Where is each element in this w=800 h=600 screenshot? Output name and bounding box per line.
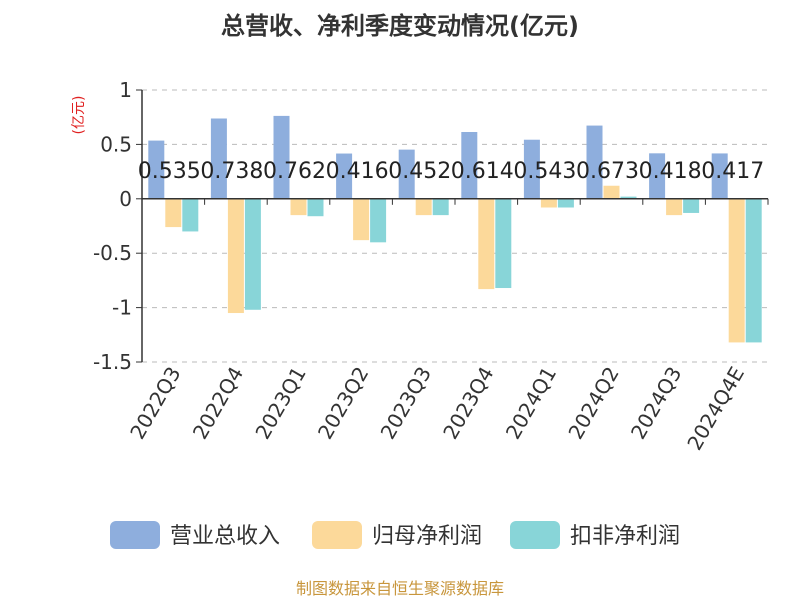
bar <box>307 198 324 217</box>
legend-label: 营业总收入 <box>170 524 280 549</box>
bar <box>586 125 603 199</box>
data-label: 0.543 <box>513 159 576 184</box>
data-label: 0.762 <box>263 159 326 184</box>
x-tick-label: 2024Q4E <box>682 363 749 455</box>
y-tick-label: 0.5 <box>100 132 132 156</box>
bar <box>745 198 762 343</box>
bar <box>353 198 370 241</box>
bar <box>210 118 227 199</box>
y-tick-label: 1 <box>119 78 132 102</box>
bar <box>711 153 728 199</box>
bar <box>461 131 478 199</box>
x-axis: 2022Q3 2022Q4 2023Q1 2023Q2 2023Q3 2023Q4 2024… <box>125 198 769 455</box>
legend: 营业总收入 归母净利润 扣非净利润 <box>110 521 680 549</box>
y-tick-label: -1.5 <box>93 350 132 374</box>
bar <box>398 149 415 199</box>
legend-swatch <box>510 521 560 549</box>
x-tick-label: 2023Q3 <box>376 363 436 444</box>
bar <box>557 198 574 208</box>
x-tick-label: 2023Q4 <box>438 363 498 444</box>
x-tick-label: 2024Q3 <box>626 363 686 444</box>
bar <box>523 139 540 199</box>
x-tick-label: 2023Q2 <box>313 363 373 444</box>
bar <box>432 198 449 216</box>
y-tick-label: -0.5 <box>93 241 132 265</box>
legend-label: 归母净利润 <box>372 524 482 549</box>
bar <box>165 198 182 228</box>
legend-label: 扣非净利润 <box>570 524 680 549</box>
bar <box>227 198 244 314</box>
bar <box>370 198 387 243</box>
bar <box>182 198 199 232</box>
y-tick-label: 0 <box>119 187 132 211</box>
x-tick-label: 2024Q1 <box>501 363 561 444</box>
data-label: 0.614 <box>451 159 514 184</box>
bar <box>620 196 637 199</box>
bar <box>336 153 353 199</box>
source-note: 制图数据来自恒生聚源数据库 <box>296 579 504 598</box>
y-axis: 1 0.5 0 -0.5 -1 -1.5 <box>93 78 143 374</box>
bar <box>728 198 745 343</box>
legend-swatch <box>110 521 160 549</box>
bar <box>666 198 683 216</box>
data-labels: 0.535 0.738 0.762 0.416 0.452 0.614 0.543 0.673… <box>138 159 764 184</box>
y-tick-label: -1 <box>112 296 132 320</box>
y-axis-label: (亿元) <box>71 96 87 135</box>
legend-swatch <box>312 521 362 549</box>
bar <box>495 198 512 289</box>
bars <box>148 115 762 343</box>
bar <box>273 115 290 199</box>
bar <box>603 185 620 199</box>
bar <box>478 198 495 290</box>
data-label: 0.416 <box>326 159 389 184</box>
data-label: 0.418 <box>639 159 702 184</box>
x-tick-label: 2022Q3 <box>125 363 185 444</box>
x-tick-label: 2023Q1 <box>250 363 310 444</box>
bar <box>415 198 432 216</box>
x-tick-label: 2024Q2 <box>563 363 623 444</box>
chart-title: 总营收、净利季度变动情况(亿元) <box>221 12 579 40</box>
bar <box>649 153 666 199</box>
bar <box>683 198 700 213</box>
data-label: 0.452 <box>388 159 451 184</box>
x-tick-label: 2022Q4 <box>188 363 248 444</box>
bar <box>148 140 165 199</box>
data-label: 0.535 <box>138 159 201 184</box>
bar <box>540 198 557 208</box>
data-label: 0.417 <box>701 159 764 184</box>
data-label: 0.673 <box>576 159 639 184</box>
data-label: 0.738 <box>200 159 263 184</box>
bar <box>290 198 307 216</box>
bar <box>244 198 261 310</box>
